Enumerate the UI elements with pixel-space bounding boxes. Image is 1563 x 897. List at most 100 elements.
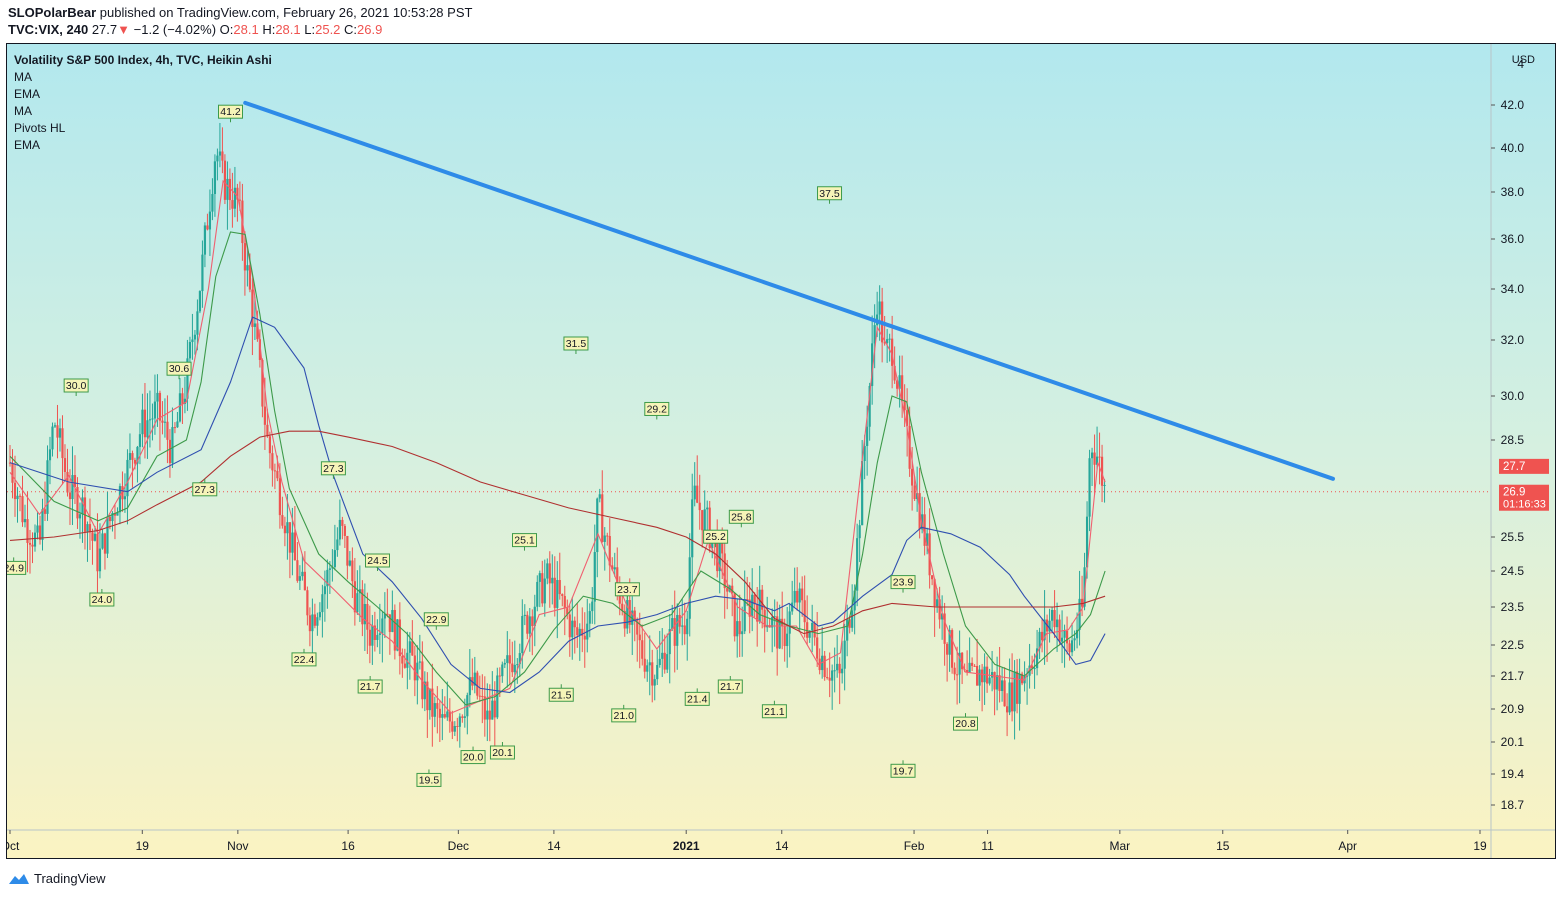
candle-body [561,594,564,596]
indicator-ma-2[interactable]: MA [14,104,32,118]
candle-body [906,410,909,426]
candle-body [813,622,816,638]
candle-body [518,653,521,665]
candle-body [761,589,764,610]
candle-body [483,696,486,720]
candle-body [841,668,844,674]
y-tick-label: 21.7 [1501,669,1525,683]
pivot-box [728,509,754,524]
candle-body [798,588,801,603]
price-tag-box [1499,484,1549,511]
candle-body [596,498,599,553]
indicator-ema-2[interactable]: EMA [14,138,41,152]
candle-body [136,446,139,464]
x-tick-label: Apr [1338,839,1357,853]
trend-line [243,100,1335,481]
y-tick-label: 19.4 [1501,767,1525,781]
x-tick-label: Nov [227,839,248,853]
candle-body [161,420,164,423]
down-triangle-icon: ▼ [117,22,131,37]
pivot-label: 20.0 [463,752,484,764]
candle-body [851,610,854,628]
x-tick-label: 14 [547,839,561,853]
candle-body [1073,638,1076,641]
candle-body [968,662,971,673]
candle-body [398,619,401,657]
candle-body [51,426,54,450]
candle-body [386,613,389,615]
candle-body [228,178,232,201]
price-chart[interactable]: 24.9 30.0 24.0 30.6 27.3 41.2 27.3 22.4 24.5 21.7… [7,44,1555,858]
candle-body [183,398,187,404]
candle-body [858,525,861,539]
publication-line: SLOPolarBear published on TradingView.co… [8,4,472,21]
candle-body [776,616,779,649]
chart-frame[interactable]: 24.9 30.0 24.0 30.6 27.3 41.2 27.3 22.4 24.5 21.7… [6,43,1556,859]
candle-body [311,614,314,632]
candle-body [1055,619,1059,628]
candle-body [286,522,289,534]
author-name[interactable]: SLOPolarBear [8,5,97,20]
candle-body [138,434,142,447]
candle-body [211,194,214,212]
x-tick-label: Dec [448,839,469,853]
candle-body [258,339,261,360]
candle-body [301,571,304,577]
candle-body [18,495,22,497]
candle-body [666,654,669,670]
moving-average-ma-slow [9,316,1106,694]
candle-body [861,460,864,526]
candle-body [753,594,756,605]
candle-body [588,611,591,624]
candle-body [523,614,526,617]
candle-body [88,524,92,533]
candle-body [1075,629,1079,639]
candle-body [576,627,579,636]
footer-brand[interactable]: TradingView [34,871,106,886]
candle-body [723,553,726,589]
candle-body [1008,682,1011,713]
pivot-box [890,763,916,778]
candle-body [71,475,74,500]
candle-body [898,375,901,389]
price-tag-box [1499,458,1549,474]
candle-body [28,542,32,545]
candle-body [991,672,994,678]
pivot-box [166,361,192,376]
candle-body [536,581,539,607]
candle-body [708,507,711,549]
moving-average-ma-fast [9,179,1106,714]
candle-body [473,672,476,686]
indicator-pivots-hl[interactable]: Pivots HL [14,121,66,135]
candle-body [556,580,559,608]
candle-body [843,640,846,669]
candle-body [46,460,49,514]
candle-body [571,620,574,638]
chart-title: Volatility S&P 500 Index, 4h, TVC, Heiki… [14,53,272,67]
y-tick-label: 28.5 [1501,433,1525,447]
candle-body [891,338,894,366]
pivot-box [761,704,787,719]
indicator-ema-1[interactable]: EMA [14,87,41,101]
candle-body [1080,598,1084,607]
candle-body [253,323,257,327]
candle-body [131,453,134,460]
y-tick-label: 22.5 [1501,638,1525,652]
candle-body [721,543,724,554]
pivot-box [416,772,442,787]
candle-body [733,592,736,637]
candle-body [726,588,729,592]
candle-body [428,688,431,711]
candle-body [686,618,689,635]
pivot-label: 24.0 [92,594,113,606]
indicator-ma-1[interactable]: MA [14,70,32,84]
candle-body [486,710,489,720]
pivot-box [611,708,637,723]
candle-body [33,532,37,547]
candle-body [148,419,152,421]
candle-body [1015,671,1019,704]
pivot-label: 41.2 [220,106,241,118]
candle-body [683,625,686,635]
candle-body [1063,630,1066,638]
candle-body [236,187,239,200]
